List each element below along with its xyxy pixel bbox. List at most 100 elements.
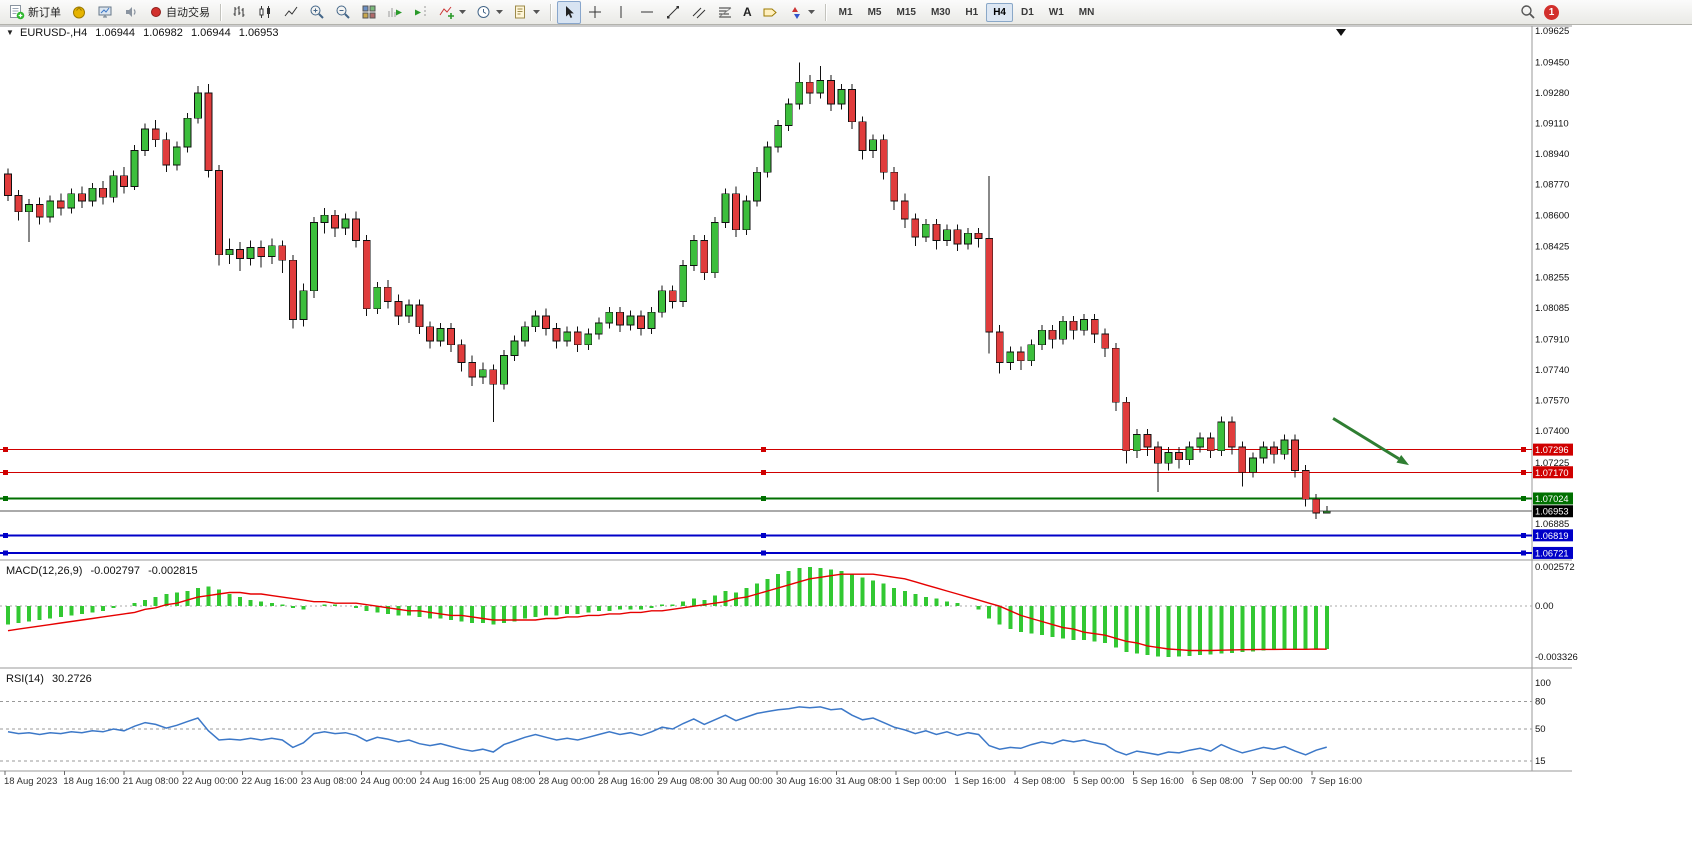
timeframe-h1[interactable]: H1 bbox=[965, 6, 979, 18]
auto-trading-button[interactable]: 自动交易 bbox=[145, 1, 214, 24]
line-handle[interactable] bbox=[3, 495, 8, 501]
crosshair-tool-button[interactable] bbox=[583, 1, 607, 24]
candlestick bbox=[341, 218, 350, 229]
signals-button[interactable] bbox=[93, 1, 117, 24]
candlestick bbox=[1027, 344, 1036, 362]
candlestick-chart-button[interactable] bbox=[253, 1, 277, 24]
line-handle[interactable] bbox=[761, 469, 766, 475]
svg-text:1.06819: 1.06819 bbox=[1535, 531, 1569, 541]
bar-chart-icon bbox=[233, 6, 245, 17]
candlestick bbox=[616, 311, 624, 326]
arrows-tool-button[interactable] bbox=[784, 1, 819, 24]
templates-button[interactable] bbox=[509, 1, 544, 24]
price-level-badge[interactable] bbox=[1533, 529, 1573, 542]
svg-text:1 Sep 16:00: 1 Sep 16:00 bbox=[954, 776, 1005, 787]
price-level-badge[interactable] bbox=[1533, 443, 1573, 456]
chart-shift-icon bbox=[415, 6, 426, 18]
svg-text:1.08600: 1.08600 bbox=[1535, 210, 1569, 221]
timeframe-m15[interactable]: M15 bbox=[896, 6, 916, 18]
scroll-end-marker[interactable] bbox=[1336, 29, 1346, 36]
line-handle[interactable] bbox=[761, 550, 766, 556]
svg-text:24 Aug 00:00: 24 Aug 00:00 bbox=[360, 776, 416, 787]
svg-text:7 Sep 00:00: 7 Sep 00:00 bbox=[1251, 776, 1302, 787]
indicators-button[interactable] bbox=[435, 1, 470, 24]
candlestick bbox=[647, 311, 656, 329]
candlestick bbox=[1301, 470, 1310, 500]
candlestick bbox=[1080, 319, 1088, 331]
chart-shift-button[interactable] bbox=[409, 1, 433, 24]
timeframe-h4[interactable]: H4 bbox=[986, 2, 1013, 22]
chart-svg[interactable]: 1.09625 1.09450 1.09280 1.09110 1.08940 1.087… bbox=[0, 25, 1692, 854]
timeframe-m30[interactable]: M30 bbox=[930, 6, 951, 18]
candlestick bbox=[1227, 421, 1236, 448]
zoom-out-button[interactable] bbox=[331, 1, 355, 24]
signals-icon bbox=[98, 6, 112, 18]
new-order-button[interactable]: 新订单 bbox=[5, 1, 65, 24]
vertical-line-tool-button[interactable] bbox=[609, 1, 633, 24]
candlestick bbox=[890, 171, 899, 202]
candlestick bbox=[563, 331, 572, 342]
candlestick bbox=[404, 304, 413, 317]
alerts-button[interactable] bbox=[119, 1, 143, 24]
candlestick bbox=[869, 139, 877, 151]
price-level-badge[interactable] bbox=[1533, 505, 1573, 518]
tile-windows-button[interactable] bbox=[357, 1, 381, 24]
candlestick bbox=[1249, 457, 1257, 473]
line-chart-button[interactable] bbox=[279, 1, 303, 24]
line-handle[interactable] bbox=[3, 550, 8, 556]
candlestick bbox=[373, 286, 382, 310]
auto-scroll-button[interactable] bbox=[383, 1, 407, 24]
bar-chart-button[interactable] bbox=[227, 1, 251, 24]
text-tool-button[interactable]: A bbox=[739, 1, 756, 24]
timeframe-m1[interactable]: M1 bbox=[838, 6, 853, 18]
macd-signal-line bbox=[7, 573, 1327, 652]
candlestick bbox=[415, 304, 424, 328]
candlestick bbox=[900, 200, 909, 220]
horizontal-line-tool-button[interactable] bbox=[635, 1, 659, 24]
search-icon[interactable] bbox=[1520, 4, 1536, 20]
line-handle[interactable] bbox=[3, 469, 8, 475]
auto-scroll-icon bbox=[388, 8, 402, 17]
arrows-icon bbox=[791, 7, 800, 19]
fibonacci-tool-button[interactable] bbox=[713, 1, 737, 24]
candlestick bbox=[774, 125, 783, 148]
candlestick bbox=[88, 187, 97, 202]
line-handle[interactable] bbox=[1521, 447, 1526, 453]
cursor-tool-button[interactable] bbox=[557, 0, 581, 24]
periods-button[interactable] bbox=[472, 1, 507, 24]
zoom-in-button[interactable] bbox=[305, 1, 329, 24]
line-handle[interactable] bbox=[761, 447, 766, 453]
line-handle[interactable] bbox=[3, 447, 8, 453]
line-handle[interactable] bbox=[1521, 469, 1526, 475]
timeframe-w1[interactable]: W1 bbox=[1048, 6, 1064, 18]
line-handle[interactable] bbox=[1521, 550, 1526, 556]
line-handle[interactable] bbox=[1521, 532, 1526, 538]
price-level-badge[interactable] bbox=[1533, 546, 1573, 559]
candlestick bbox=[56, 200, 65, 209]
channel-tool-button[interactable] bbox=[687, 1, 711, 24]
market-button[interactable] bbox=[67, 1, 91, 24]
price-level-badge[interactable] bbox=[1533, 466, 1573, 479]
notification-badge[interactable]: 1 bbox=[1544, 4, 1559, 20]
line-handle[interactable] bbox=[761, 532, 766, 538]
line-handle[interactable] bbox=[3, 532, 8, 538]
line-handle[interactable] bbox=[761, 495, 766, 501]
timeframe-mn[interactable]: MN bbox=[1078, 6, 1095, 18]
svg-text:31 Aug 08:00: 31 Aug 08:00 bbox=[836, 776, 892, 787]
candlestick bbox=[805, 81, 814, 94]
arrow-annotation[interactable] bbox=[1332, 417, 1400, 461]
crosshair-icon bbox=[589, 6, 601, 18]
chevron-down-icon bbox=[496, 9, 503, 14]
candlestick bbox=[668, 290, 677, 302]
candlestick bbox=[700, 240, 709, 274]
svg-text:28 Aug 16:00: 28 Aug 16:00 bbox=[598, 776, 654, 787]
candlestick bbox=[1016, 351, 1025, 362]
line-handle[interactable] bbox=[1521, 495, 1526, 501]
candlestick bbox=[120, 175, 128, 187]
timeframe-m5[interactable]: M5 bbox=[867, 6, 882, 18]
timeframe-d1[interactable]: D1 bbox=[1020, 6, 1034, 18]
text-label-tool-button[interactable] bbox=[758, 1, 782, 24]
candlestick bbox=[1270, 446, 1278, 455]
trendline-tool-button[interactable] bbox=[661, 1, 685, 24]
price-level-badge[interactable] bbox=[1533, 492, 1573, 505]
